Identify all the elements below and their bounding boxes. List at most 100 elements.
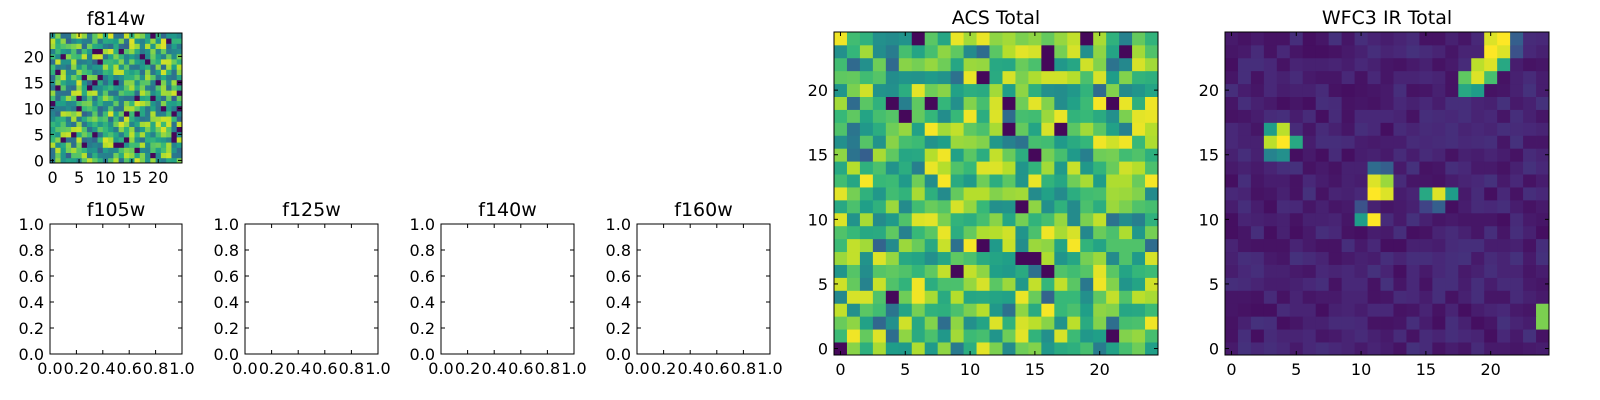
heatmap-cell bbox=[1432, 57, 1446, 72]
heatmap-cell bbox=[1341, 96, 1355, 110]
heatmap-cell bbox=[1028, 329, 1042, 343]
panel-title: f105w bbox=[87, 199, 146, 221]
heatmap-cell bbox=[129, 95, 135, 101]
x-tick-label: 1.0 bbox=[365, 359, 390, 378]
heatmap-cell bbox=[1002, 122, 1016, 136]
heatmap-cell bbox=[86, 105, 93, 112]
heatmap-cell bbox=[129, 90, 135, 96]
y-tick-label: 1.0 bbox=[19, 215, 44, 234]
heatmap-cell bbox=[872, 57, 887, 72]
heatmap-cell bbox=[1028, 32, 1042, 46]
heatmap-cell bbox=[924, 251, 939, 265]
heatmap-cell bbox=[834, 70, 848, 85]
heatmap-cell bbox=[1419, 122, 1433, 136]
heatmap-cell bbox=[1536, 57, 1550, 72]
heatmap-cell bbox=[1419, 135, 1433, 149]
heatmap-cell bbox=[1354, 70, 1368, 85]
heatmap-cell bbox=[76, 64, 83, 70]
heatmap-cell bbox=[171, 85, 178, 91]
heatmap-cell bbox=[71, 85, 77, 91]
heatmap-cell bbox=[1237, 212, 1252, 227]
heatmap-cell bbox=[963, 342, 977, 356]
heatmap-cell bbox=[1302, 44, 1317, 59]
x-tick-label: 0.2 bbox=[259, 359, 284, 378]
heatmap-cell bbox=[989, 70, 1003, 85]
heatmap-cell bbox=[1341, 57, 1355, 72]
heatmap-cell bbox=[1093, 342, 1107, 356]
heatmap-cell bbox=[1225, 264, 1239, 278]
heatmap-cell bbox=[859, 303, 874, 317]
heatmap-cell bbox=[1341, 199, 1355, 214]
heatmap-cell bbox=[1028, 122, 1042, 136]
heatmap-cell bbox=[113, 95, 120, 101]
heatmap-cell bbox=[81, 126, 88, 133]
heatmap-cell bbox=[989, 212, 1003, 227]
heatmap-cell bbox=[1263, 251, 1278, 265]
heatmap-cell bbox=[1458, 83, 1472, 97]
heatmap-cell bbox=[1119, 199, 1133, 214]
heatmap-cell bbox=[1367, 290, 1381, 304]
heatmap-cell bbox=[176, 33, 183, 39]
heatmap-cell bbox=[145, 142, 151, 148]
heatmap-cell bbox=[86, 79, 93, 86]
heatmap-cell bbox=[885, 109, 900, 123]
heatmap-cell bbox=[1028, 187, 1042, 201]
heatmap-cell bbox=[81, 142, 88, 148]
heatmap-cell bbox=[71, 137, 77, 143]
heatmap-cell bbox=[1225, 238, 1239, 253]
heatmap-cell bbox=[1067, 225, 1081, 240]
heatmap-cell bbox=[1250, 290, 1265, 304]
heatmap-cell bbox=[976, 290, 990, 304]
heatmap-cell bbox=[1458, 135, 1472, 149]
heatmap-cell bbox=[155, 38, 162, 44]
heatmap-cell bbox=[76, 59, 83, 65]
heatmap-cell bbox=[1276, 44, 1291, 59]
heatmap-cell bbox=[1067, 32, 1081, 46]
x-tick-label: 0 bbox=[835, 360, 845, 379]
heatmap-cell bbox=[872, 148, 887, 162]
heatmap-cell bbox=[1367, 44, 1381, 59]
heatmap-cell bbox=[911, 32, 926, 46]
heatmap-cell bbox=[1523, 225, 1537, 240]
heatmap-cell bbox=[81, 105, 88, 112]
heatmap-cell bbox=[1341, 122, 1355, 136]
heatmap-cell bbox=[176, 64, 183, 70]
heatmap-cell bbox=[160, 157, 167, 164]
heatmap-cell bbox=[898, 187, 913, 201]
heatmap-cell bbox=[898, 70, 913, 85]
heatmap-cell bbox=[1471, 251, 1485, 265]
heatmap-cell bbox=[1497, 251, 1511, 265]
heatmap-cell bbox=[1445, 187, 1459, 201]
heatmap-cell bbox=[134, 79, 141, 86]
heatmap-cell bbox=[171, 116, 178, 122]
heatmap-cell bbox=[129, 43, 135, 49]
heatmap-cell bbox=[92, 59, 98, 65]
heatmap-cell bbox=[1289, 264, 1304, 278]
heatmap-cell bbox=[145, 48, 151, 55]
heatmap-cell bbox=[145, 121, 151, 127]
heatmap-cell bbox=[129, 116, 135, 122]
heatmap-cell bbox=[1523, 148, 1537, 162]
heatmap-cell bbox=[1497, 174, 1511, 188]
heatmap-cell bbox=[102, 100, 109, 107]
heatmap-cell bbox=[176, 69, 183, 75]
heatmap-cell bbox=[76, 152, 83, 159]
heatmap-cell bbox=[924, 148, 939, 162]
heatmap-cell bbox=[1263, 70, 1278, 85]
heatmap-cell bbox=[1484, 83, 1498, 97]
heatmap-cell bbox=[86, 59, 93, 65]
heatmap-cell bbox=[1367, 277, 1381, 291]
heatmap-cell bbox=[950, 290, 964, 304]
axes-frame bbox=[1224, 31, 1550, 356]
heatmap-cell bbox=[950, 303, 964, 317]
heatmap-cell bbox=[92, 105, 98, 112]
heatmap-cell bbox=[1132, 187, 1146, 201]
heatmap-cell bbox=[113, 43, 120, 49]
heatmap-cell bbox=[1067, 342, 1081, 356]
heatmap-cell bbox=[976, 316, 990, 330]
heatmap-cell bbox=[1263, 316, 1278, 330]
heatmap-cell bbox=[150, 64, 156, 70]
heatmap-cell bbox=[60, 38, 67, 44]
heatmap-cell bbox=[859, 122, 874, 136]
heatmap-cell bbox=[1354, 303, 1368, 317]
